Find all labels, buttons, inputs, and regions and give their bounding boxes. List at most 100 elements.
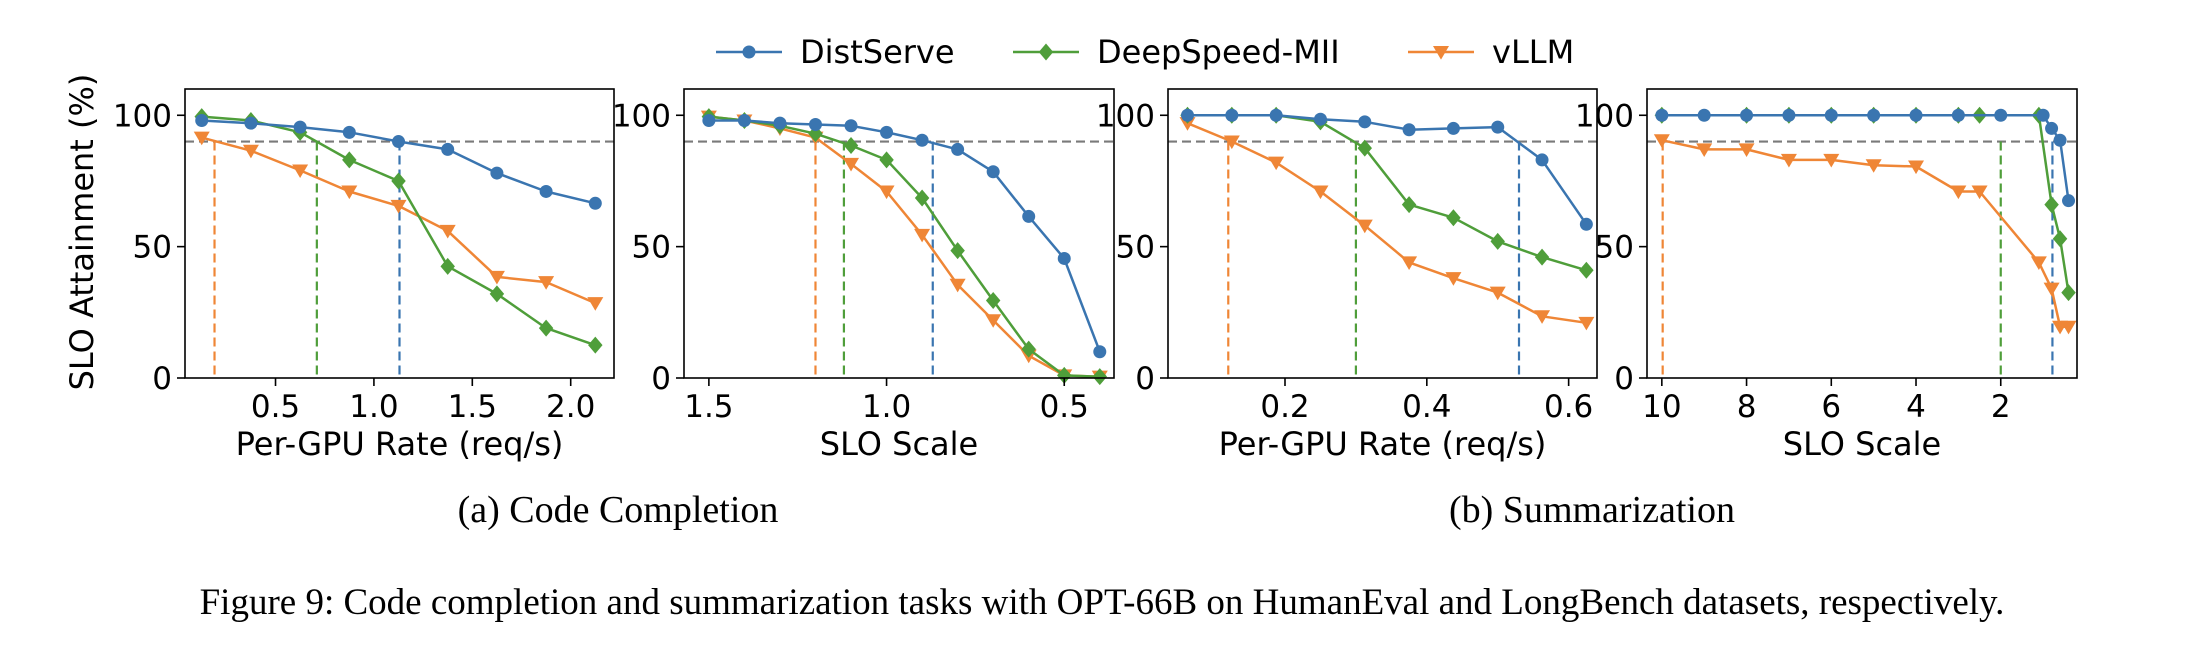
data-point: [292, 164, 309, 179]
data-point: [702, 114, 716, 128]
y-tick-label: 0: [1614, 361, 1634, 397]
data-point: [195, 114, 209, 128]
legend-label: DeepSpeed-MII: [1097, 33, 1340, 71]
data-point: [342, 125, 356, 139]
data-point: [1268, 156, 1285, 171]
legend-entry-2: DeepSpeed-MII: [1013, 33, 1340, 71]
data-point: [1022, 209, 1036, 223]
data-point: [2030, 256, 2047, 270]
x-tick-label: 8: [1737, 389, 1757, 425]
x-axis-label: Per-GPU Rate (req/s): [236, 425, 564, 463]
data-point: [1780, 153, 1797, 168]
x-tick-label: 0.5: [251, 389, 300, 425]
data-point: [1908, 160, 1925, 175]
data-point: [1223, 135, 1240, 150]
data-point: [439, 224, 456, 239]
data-point: [588, 336, 603, 354]
data-point: [2062, 194, 2076, 208]
data-point: [341, 185, 358, 200]
data-point: [488, 270, 505, 285]
x-tick-label: 0.2: [1260, 389, 1309, 425]
x-tick-label: 0.4: [1402, 389, 1451, 425]
x-tick-label: 10: [1642, 389, 1681, 425]
data-point: [538, 276, 555, 290]
legend-marker: [1038, 43, 1054, 61]
data-point: [440, 257, 455, 275]
data-point: [985, 314, 1002, 328]
data-point: [951, 142, 965, 156]
data-point: [1057, 366, 1072, 384]
data-point: [1951, 108, 1965, 122]
data-point: [878, 185, 895, 200]
data-point: [985, 291, 1001, 309]
series-line: [1661, 138, 2069, 329]
y-tick-label: 0: [1135, 361, 1155, 397]
series-vllm: [1653, 134, 2077, 335]
data-point: [1823, 153, 1840, 168]
data-point: [2036, 108, 2050, 122]
legend-marker: [742, 45, 756, 59]
data-point: [880, 125, 894, 139]
data-point: [489, 285, 505, 303]
y-tick-label: 100: [1096, 98, 1155, 134]
data-point: [1401, 196, 1417, 214]
data-point: [1950, 185, 1967, 200]
figure-caption: Figure 9: Code completion and summarizat…: [200, 582, 2005, 623]
series-line: [708, 115, 1100, 378]
data-point: [1655, 108, 1669, 122]
data-point: [2052, 230, 2068, 248]
data-point: [1179, 117, 1196, 131]
data-point: [950, 242, 965, 260]
data-point: [1697, 108, 1711, 122]
data-point: [390, 199, 407, 214]
data-point: [441, 142, 455, 156]
x-tick-label: 2: [1991, 389, 2011, 425]
data-point: [737, 114, 751, 128]
data-point: [587, 297, 604, 311]
data-point: [1358, 115, 1372, 129]
series-line: [1187, 122, 1587, 325]
series-line: [708, 119, 1101, 353]
data-point: [844, 119, 858, 133]
data-point: [843, 157, 860, 172]
data-point: [949, 278, 966, 293]
data-point: [2045, 121, 2059, 135]
data-point: [914, 189, 930, 207]
data-point: [1782, 108, 1796, 122]
data-point: [1401, 256, 1418, 270]
series-line: [1661, 114, 2070, 201]
data-point: [1356, 219, 1373, 234]
data-point: [1579, 261, 1594, 279]
data-point: [1093, 345, 1107, 359]
series-line: [1187, 114, 1587, 272]
data-point: [1269, 108, 1283, 122]
data-point: [1740, 108, 1754, 122]
y-tick-label: 0: [152, 361, 172, 397]
y-tick-label: 100: [113, 98, 172, 134]
subplot-2: 0 50 100 1.5 1.0 0.5 SLO Scale: [612, 88, 1115, 463]
data-point: [1021, 340, 1036, 358]
x-axis-label: SLO Scale: [1783, 425, 1941, 463]
legend-label: vLLM: [1492, 33, 1574, 71]
data-point: [1865, 159, 1882, 173]
y-tick-label: 50: [632, 230, 671, 266]
data-point: [2053, 133, 2067, 147]
legend-label: DistServe: [800, 33, 955, 71]
data-point: [2044, 196, 2059, 214]
data-point: [1490, 232, 1505, 250]
subcaption-a: (a) Code Completion: [458, 489, 779, 531]
data-point: [1181, 108, 1194, 122]
series-distserve: [702, 114, 1107, 359]
y-tick-label: 0: [651, 361, 671, 397]
data-point: [1313, 112, 1327, 126]
series-vllm: [700, 110, 1108, 385]
data-point: [773, 116, 787, 130]
data-point: [1696, 143, 1713, 158]
data-point: [1092, 368, 1108, 386]
data-point: [843, 136, 859, 154]
data-point: [1909, 108, 1923, 122]
data-point: [2060, 320, 2077, 335]
data-point: [1824, 108, 1838, 122]
data-point: [1578, 316, 1595, 331]
